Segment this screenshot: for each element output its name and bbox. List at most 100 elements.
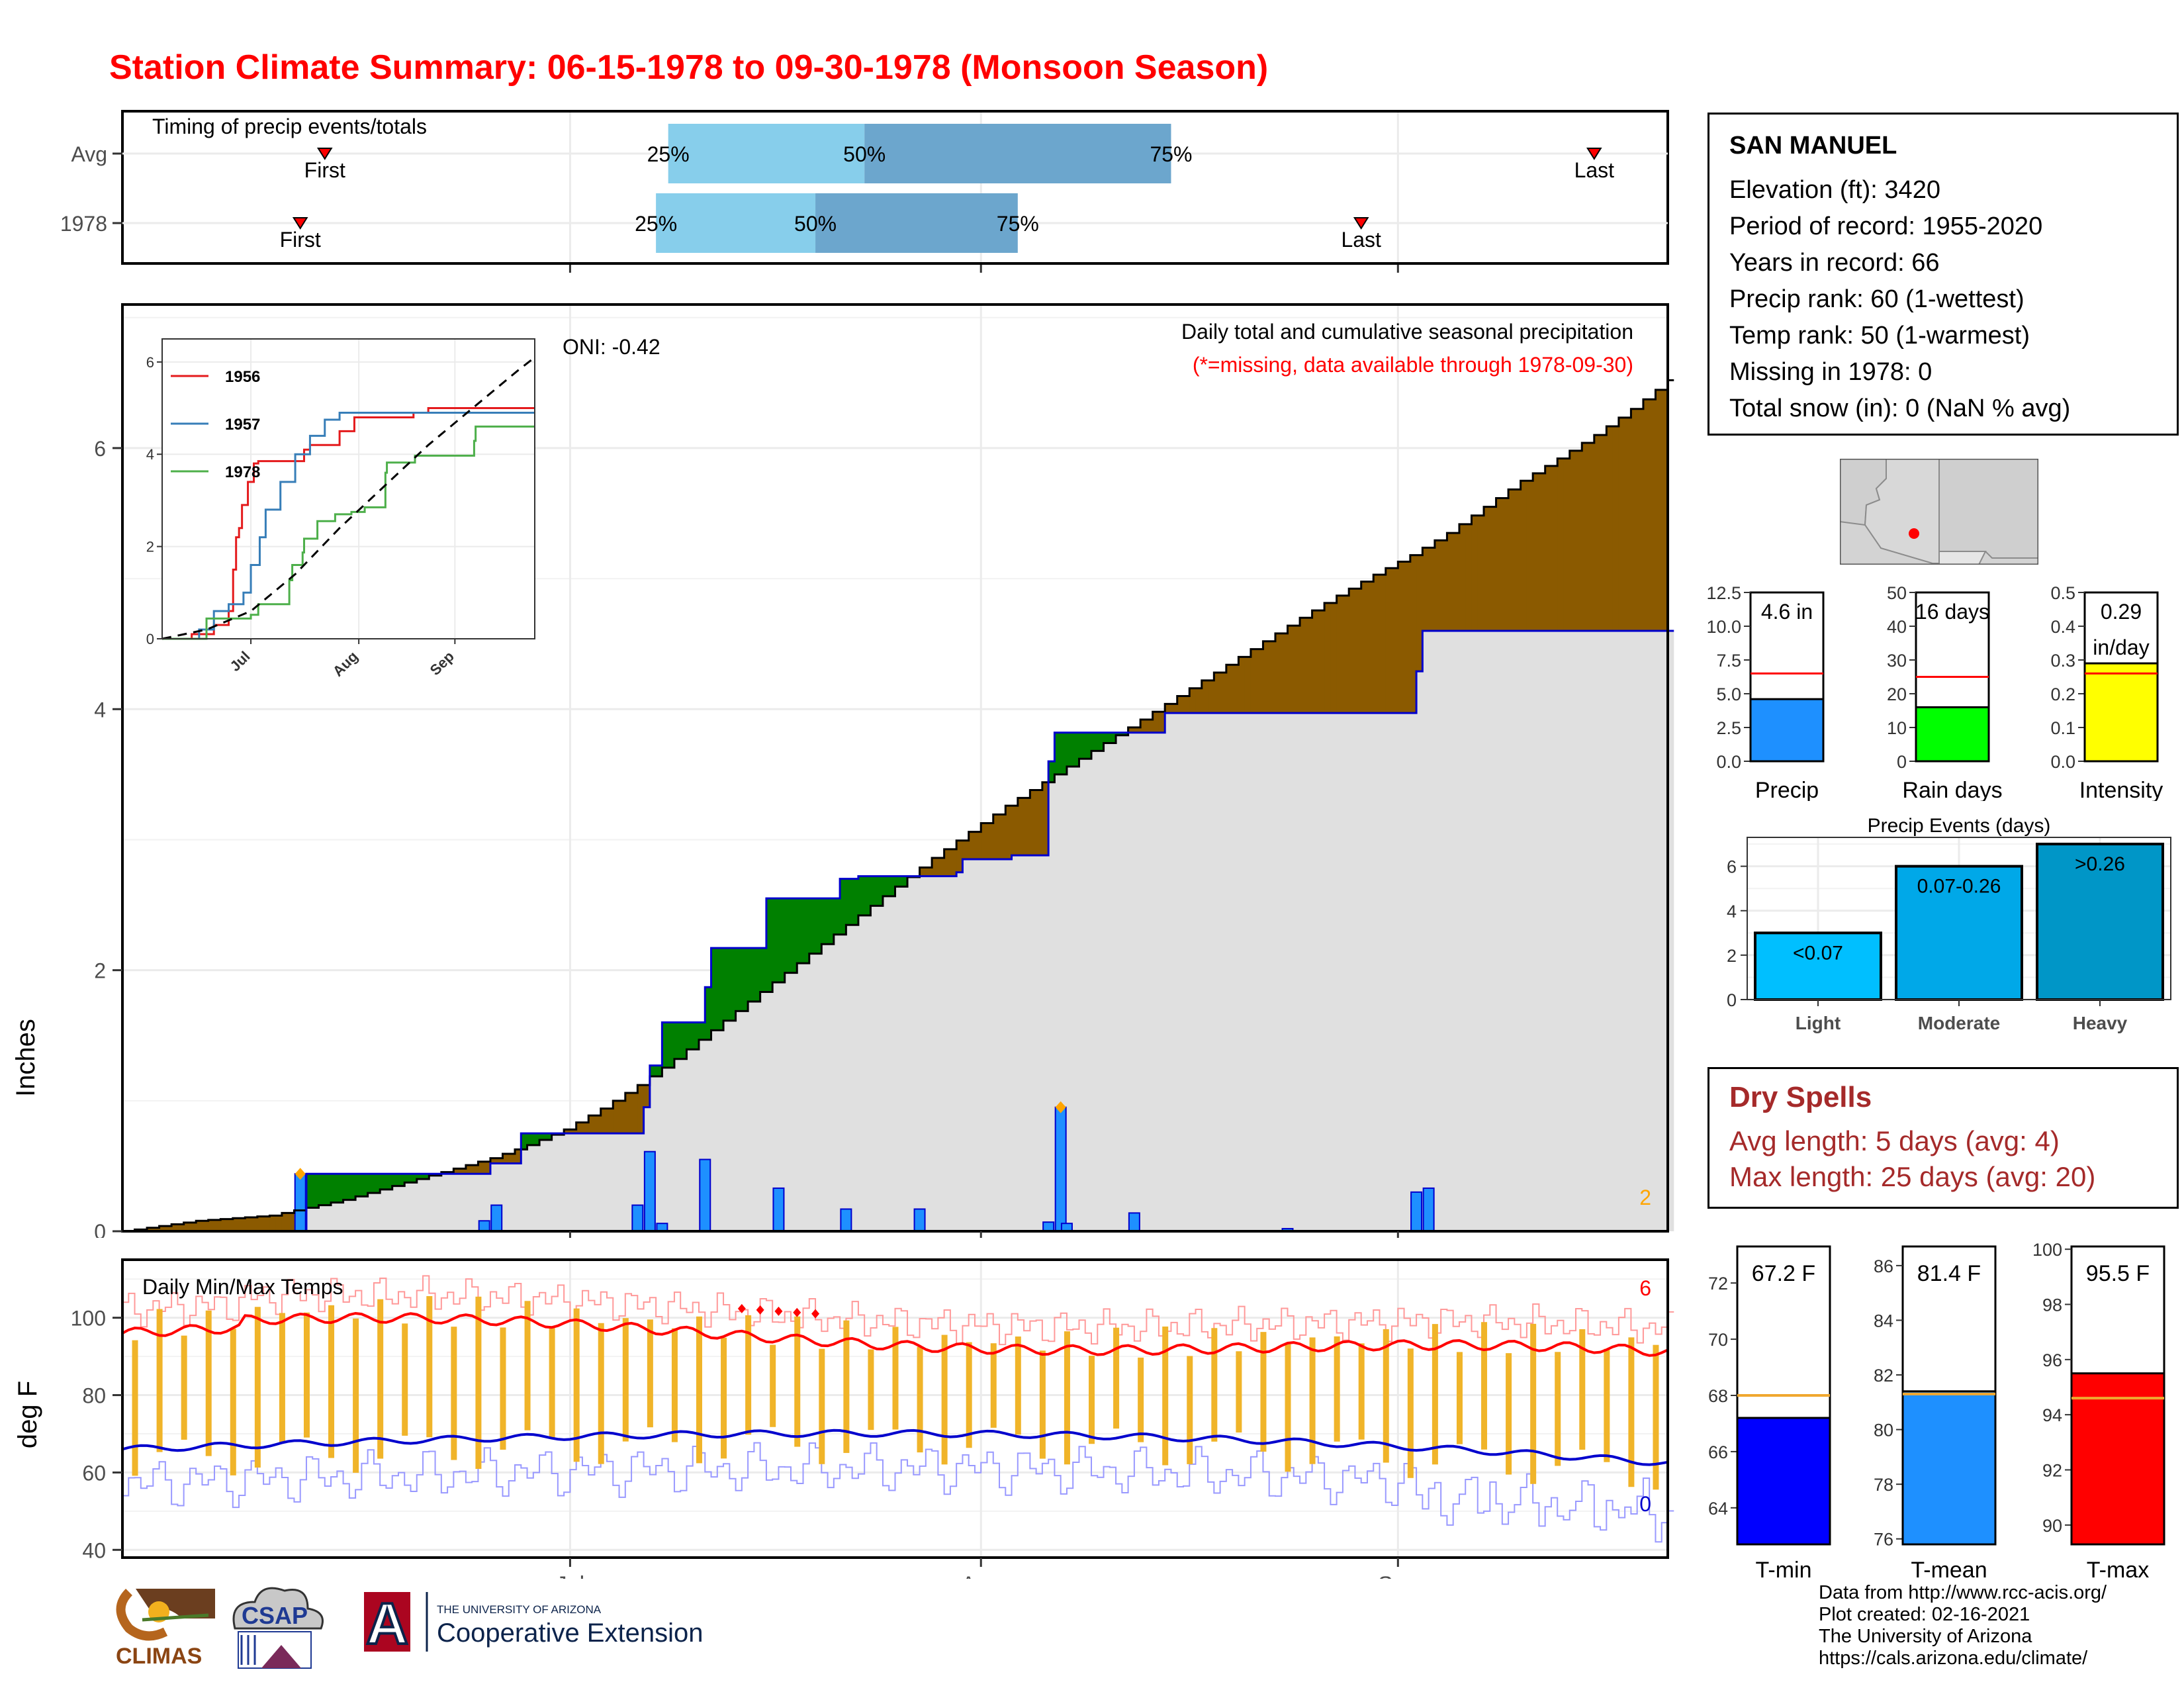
mini-y-tick-label: 84 xyxy=(1874,1311,1893,1331)
daily-temp-bar xyxy=(1383,1329,1389,1463)
timing-bar-25-50 xyxy=(668,124,865,183)
dry-spells-avg: Avg length: 5 days (avg: 4) xyxy=(1729,1125,2060,1156)
deficit-area xyxy=(974,831,981,860)
mini-y-tick-label: 5.0 xyxy=(1716,684,1741,704)
mini-x-label: Intensity xyxy=(2079,778,2163,801)
deficit-area xyxy=(1618,417,1625,631)
surplus-area xyxy=(324,1174,332,1205)
events-bar xyxy=(1754,931,1882,1001)
surplus-area xyxy=(527,1133,534,1145)
surplus-area xyxy=(1048,761,1056,782)
deficit-area xyxy=(1569,450,1576,631)
deficit-area xyxy=(189,1222,197,1231)
precip-y-tick-label: 4 xyxy=(94,698,106,722)
daily-temp-bar xyxy=(230,1329,236,1476)
dry-spells-heading: Dry Spells xyxy=(1729,1081,1872,1113)
deficit-area xyxy=(1643,399,1650,631)
deficit-area xyxy=(472,1165,479,1174)
deficit-area xyxy=(1189,688,1197,714)
timing-marker-label: Last xyxy=(1341,228,1381,252)
mini-y-tick-label: 0.2 xyxy=(2050,684,2075,704)
daily-precip-bar xyxy=(1042,1221,1055,1232)
inset-y-tick-label: 6 xyxy=(146,354,154,371)
deficit-area xyxy=(1177,696,1184,714)
surplus-area xyxy=(1079,732,1086,759)
precip-total-chart: 0.0 2.5 5.0 7.5 10.0 12.5 4.6 in Precip xyxy=(1706,583,1825,801)
timing-quartile-label: 50% xyxy=(843,142,886,166)
daily-temp-bar xyxy=(1285,1344,1291,1472)
timing-quartile-label: 75% xyxy=(997,212,1039,236)
surplus-area xyxy=(741,948,749,1011)
deficit-area xyxy=(165,1226,172,1231)
surplus-area xyxy=(889,876,896,896)
deficit-area xyxy=(1612,426,1619,631)
daily-temp-bar xyxy=(1138,1357,1144,1442)
mini-value-label: 95.5 F xyxy=(2086,1261,2150,1286)
deficit-area xyxy=(938,858,945,876)
deficit-area xyxy=(1539,473,1546,631)
deficit-area xyxy=(245,1217,252,1231)
daily-precip-bar xyxy=(490,1204,503,1232)
deficit-area xyxy=(619,1100,626,1134)
deficit-area xyxy=(1005,806,1013,860)
inset-y-tick-label: 4 xyxy=(146,446,154,463)
deficit-area xyxy=(1244,657,1251,714)
deficit-area xyxy=(1306,618,1313,714)
timing-marker xyxy=(1586,148,1602,160)
deficit-area xyxy=(1232,665,1239,714)
surplus-area xyxy=(815,898,822,954)
daily-temp-bar xyxy=(1089,1355,1095,1444)
surplus-area xyxy=(686,1022,694,1050)
daily-temp-bar xyxy=(353,1318,359,1473)
daily-temp-bar xyxy=(377,1299,384,1459)
events-bar-label: >0.26 xyxy=(2075,853,2125,875)
deficit-area xyxy=(1441,540,1448,631)
surplus-area xyxy=(876,876,884,906)
events-bar-label: <0.07 xyxy=(1793,942,1843,964)
daily-temp-bar xyxy=(1039,1350,1046,1459)
deficit-area xyxy=(1349,588,1356,714)
deficit-area xyxy=(993,814,1000,860)
deficit-area xyxy=(288,1213,295,1231)
timing-quartile-label: 25% xyxy=(635,212,677,236)
surplus-area xyxy=(380,1174,387,1190)
timing-bar-50-75 xyxy=(864,124,1171,183)
timing-quartile-label: 50% xyxy=(794,212,837,236)
deficit-area xyxy=(1434,540,1441,631)
season-totals-charts: 0.0 2.5 5.0 7.5 10.0 12.5 4.6 in Precip 0 10 20 30… xyxy=(1706,583,2163,801)
deficit-area xyxy=(637,1085,645,1134)
deficit-area xyxy=(1042,782,1049,856)
deficit-area xyxy=(1465,524,1473,631)
deficit-area xyxy=(171,1224,178,1231)
deficit-area xyxy=(1281,633,1289,714)
svg-text:CLIMAS: CLIMAS xyxy=(116,1644,202,1669)
surplus-area xyxy=(723,948,730,1021)
daily-temp-bar xyxy=(1481,1322,1488,1450)
deficit-area xyxy=(944,849,951,876)
daily-temp-bar xyxy=(1187,1356,1193,1464)
station-detail: Total snow (in): 0 (NaN % avg) xyxy=(1729,395,2071,422)
mini-value-bar xyxy=(1915,706,1990,763)
daily-temp-bar xyxy=(892,1327,899,1430)
deficit-area xyxy=(177,1224,185,1231)
surplus-area xyxy=(797,898,804,964)
deficit-area xyxy=(453,1168,461,1174)
daily-temp-bar xyxy=(328,1305,335,1458)
mini-value-label: in/day xyxy=(2093,635,2149,659)
events-y-tick-label: 0 xyxy=(1727,990,1737,1010)
precip-y-axis: 0 2 4 6 xyxy=(94,437,1399,1238)
mini-y-tick-label: 64 xyxy=(1708,1499,1728,1519)
deficit-area xyxy=(1367,581,1374,714)
daily-temp-bar xyxy=(132,1340,138,1476)
timing-row-label: 1978 xyxy=(60,212,107,236)
surplus-area xyxy=(901,876,908,887)
surplus-area xyxy=(717,948,724,1031)
daily-temp-bar xyxy=(303,1312,310,1438)
deficit-area xyxy=(196,1221,203,1231)
surplus-area xyxy=(870,876,878,906)
daily-temp-bar xyxy=(426,1295,433,1438)
surplus-area xyxy=(748,948,754,1002)
location-map xyxy=(1840,459,2038,565)
deficit-area xyxy=(1385,568,1392,714)
